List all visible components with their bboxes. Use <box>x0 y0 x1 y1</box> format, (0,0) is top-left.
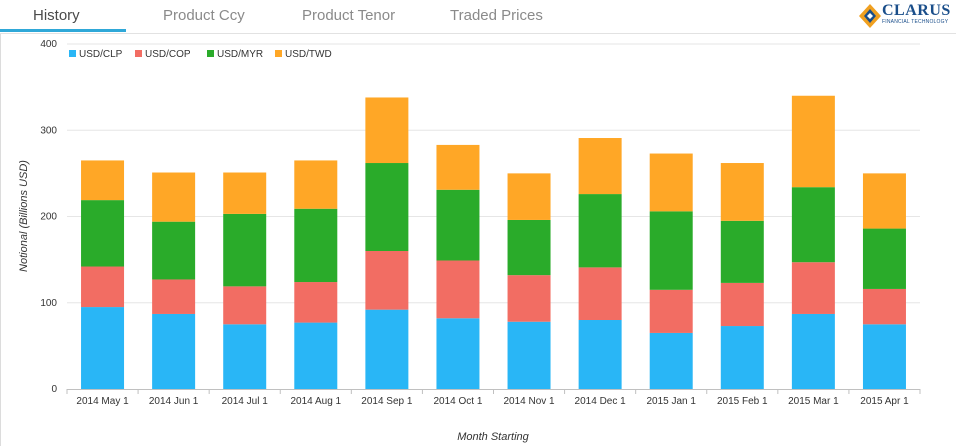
legend-item-usd-twd[interactable]: USD/TWD <box>275 49 332 60</box>
bar-segment-usd-twd[interactable] <box>81 160 125 201</box>
stacked-bar-chart: 0 100 200 300 400 2014 May 1 2014 Jun 1 2014 J… <box>18 39 921 443</box>
legend-label: USD/TWD <box>285 49 332 60</box>
x-tick-label: 2014 Aug 1 <box>290 396 341 407</box>
bar-segment-usd-twd[interactable] <box>152 172 196 222</box>
legend-swatch <box>275 50 282 57</box>
bar-segment-usd-myr[interactable] <box>223 213 267 287</box>
bar-segment-usd-clp[interactable] <box>365 309 409 389</box>
bar-segment-usd-clp[interactable] <box>436 318 480 389</box>
x-tick-label: 2014 Nov 1 <box>503 396 555 407</box>
active-tab-indicator <box>0 29 126 32</box>
legend-label: USD/CLP <box>79 49 123 60</box>
bar-segment-usd-cop[interactable] <box>152 279 196 314</box>
bar-segment-usd-clp[interactable] <box>507 321 551 389</box>
bar-segment-usd-myr[interactable] <box>365 163 409 251</box>
bar-segment-usd-cop[interactable] <box>436 260 480 319</box>
bar-segment-usd-cop[interactable] <box>578 267 622 320</box>
legend: USD/CLP USD/COP USD/MYR USD/TWD <box>69 49 332 60</box>
legend-item-usd-clp[interactable]: USD/CLP <box>69 49 123 60</box>
legend-label: USD/MYR <box>217 49 263 60</box>
x-tick-label: 2014 May 1 <box>76 396 129 407</box>
y-axis-title: Notional (Billions USD) <box>18 160 30 272</box>
logo-wordmark: CLARUS <box>882 2 951 19</box>
bar-segment-usd-clp[interactable] <box>862 324 906 389</box>
legend-swatch <box>207 50 214 57</box>
logo-subtitle: FINANCIAL TECHNOLOGY <box>882 19 949 25</box>
bar-segment-usd-twd[interactable] <box>720 163 764 221</box>
bar-segment-usd-cop[interactable] <box>223 286 267 325</box>
bar-segment-usd-myr[interactable] <box>81 200 125 267</box>
bar-segment-usd-myr[interactable] <box>294 208 338 283</box>
bar-segment-usd-cop[interactable] <box>720 282 764 327</box>
bar-segment-usd-cop[interactable] <box>649 289 693 333</box>
x-tick-label: 2014 Sep 1 <box>361 396 413 407</box>
bar-segment-usd-twd[interactable] <box>791 95 835 188</box>
bar-segment-usd-myr[interactable] <box>720 220 764 283</box>
x-tick-label: 2015 Jan 1 <box>646 396 696 407</box>
bar-segment-usd-clp[interactable] <box>791 313 835 389</box>
bar-segment-usd-twd[interactable] <box>223 172 267 214</box>
bar-segment-usd-myr[interactable] <box>436 189 480 261</box>
x-tick-label: 2015 Mar 1 <box>788 396 839 407</box>
y-tick-label: 100 <box>40 298 57 309</box>
bars <box>81 95 906 389</box>
bar-segment-usd-twd[interactable] <box>294 160 338 209</box>
clarus-logo-icon <box>859 4 881 28</box>
bar-segment-usd-clp[interactable] <box>152 313 196 389</box>
x-tick-label: 2014 Dec 1 <box>575 396 627 407</box>
bar-segment-usd-twd[interactable] <box>507 173 551 220</box>
x-tick-label: 2015 Apr 1 <box>860 396 909 407</box>
tab-traded-prices[interactable]: Traded Prices <box>450 7 543 24</box>
y-tick-label: 300 <box>40 125 57 136</box>
bar-segment-usd-clp[interactable] <box>578 320 622 389</box>
bar-segment-usd-twd[interactable] <box>578 138 622 195</box>
bar-segment-usd-clp[interactable] <box>720 326 764 389</box>
tab-history[interactable]: History <box>33 7 80 24</box>
tab-bar: History Product Ccy Product Tenor Traded… <box>0 0 956 34</box>
bar-segment-usd-myr[interactable] <box>649 211 693 290</box>
legend-swatch <box>135 50 142 57</box>
panel-left-border <box>0 34 1 446</box>
clarus-logo: CLARUS FINANCIAL TECHNOLOGY <box>858 2 952 30</box>
bar-segment-usd-clp[interactable] <box>294 322 338 389</box>
tab-product-ccy[interactable]: Product Ccy <box>163 7 245 24</box>
tab-divider <box>0 33 956 34</box>
bar-segment-usd-myr[interactable] <box>152 221 196 280</box>
bar-segment-usd-myr[interactable] <box>791 187 835 263</box>
bar-segment-usd-cop[interactable] <box>791 262 835 314</box>
bar-segment-usd-cop[interactable] <box>507 275 551 322</box>
bar-segment-usd-cop[interactable] <box>365 251 409 310</box>
bar-segment-usd-clp[interactable] <box>649 332 693 389</box>
x-tick-label: 2014 Jun 1 <box>149 396 199 407</box>
x-tick-label: 2015 Feb 1 <box>717 396 768 407</box>
y-axis-ticks: 0 100 200 300 400 <box>40 39 57 395</box>
bar-segment-usd-twd[interactable] <box>436 144 480 190</box>
legend-swatch <box>69 50 76 57</box>
y-tick-label: 0 <box>51 384 57 395</box>
bar-segment-usd-twd[interactable] <box>862 173 906 229</box>
bar-segment-usd-cop[interactable] <box>294 282 338 323</box>
bar-segment-usd-clp[interactable] <box>223 324 267 389</box>
x-tick-label: 2014 Oct 1 <box>433 396 482 407</box>
bar-segment-usd-twd[interactable] <box>649 153 693 212</box>
x-axis-title: Month Starting <box>457 431 529 443</box>
x-tick-label: 2014 Jul 1 <box>222 396 269 407</box>
bar-segment-usd-cop[interactable] <box>862 288 906 325</box>
bar-segment-usd-myr[interactable] <box>507 219 551 276</box>
bar-segment-usd-myr[interactable] <box>862 228 906 289</box>
x-axis-ticks: 2014 May 1 2014 Jun 1 2014 Jul 1 2014 Aug 1… <box>66 389 921 407</box>
tab-product-tenor[interactable]: Product Tenor <box>302 7 396 24</box>
bar-segment-usd-twd[interactable] <box>365 97 409 164</box>
bar-segment-usd-myr[interactable] <box>578 194 622 268</box>
legend-label: USD/COP <box>145 49 191 60</box>
legend-item-usd-cop[interactable]: USD/COP <box>135 49 191 60</box>
bar-segment-usd-cop[interactable] <box>81 266 125 308</box>
y-tick-label: 400 <box>40 39 57 50</box>
y-tick-label: 200 <box>40 212 57 223</box>
legend-item-usd-myr[interactable]: USD/MYR <box>207 49 263 60</box>
bar-segment-usd-clp[interactable] <box>81 307 125 389</box>
